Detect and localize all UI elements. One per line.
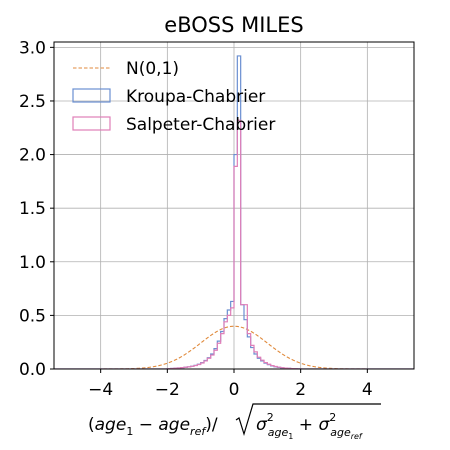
legend-label-n-0-1: N(0,1): [126, 59, 179, 79]
x-tick-label: 4: [362, 380, 373, 400]
y-tick-label: 3.0: [19, 38, 46, 58]
y-tick-label: 1.0: [19, 253, 46, 273]
x-axis-label-radicand: σ2 age1 + σ2 ageref: [256, 411, 363, 441]
legend-swatch-salpeter-chabrier: [72, 116, 111, 131]
x-tick-label: 2: [295, 380, 306, 400]
salpeter-chabrier-histogram: [54, 119, 414, 369]
x-tick-label: 0: [229, 380, 240, 400]
y-tick-label: 0.5: [19, 306, 46, 326]
y-tick-label: 2.5: [19, 92, 46, 112]
y-tick-label: 1.5: [19, 199, 46, 219]
legend: N(0,1) Kroupa-Chabrier Salpeter-Chabrier: [72, 59, 275, 135]
x-axis-label: (age1 − ageref)/: [88, 415, 218, 438]
chart-title: eBOSS MILES: [164, 13, 303, 37]
sqrt-sign: [235, 403, 381, 437]
x-tick-label: −2: [155, 380, 180, 400]
y-axis: 0.0 0.5 1.0 1.5 2.0 2.5 3.0: [19, 38, 54, 380]
legend-label-kroupa-chabrier: Kroupa-Chabrier: [126, 87, 265, 107]
y-tick-label: 2.0: [19, 146, 46, 166]
legend-swatch-kroupa-chabrier: [72, 88, 111, 103]
y-tick-label: 0.0: [19, 360, 46, 380]
x-tick-label: −4: [88, 380, 113, 400]
x-axis: −4 −2 0 2 4: [88, 369, 373, 400]
legend-label-salpeter-chabrier: Salpeter-Chabrier: [126, 115, 275, 135]
